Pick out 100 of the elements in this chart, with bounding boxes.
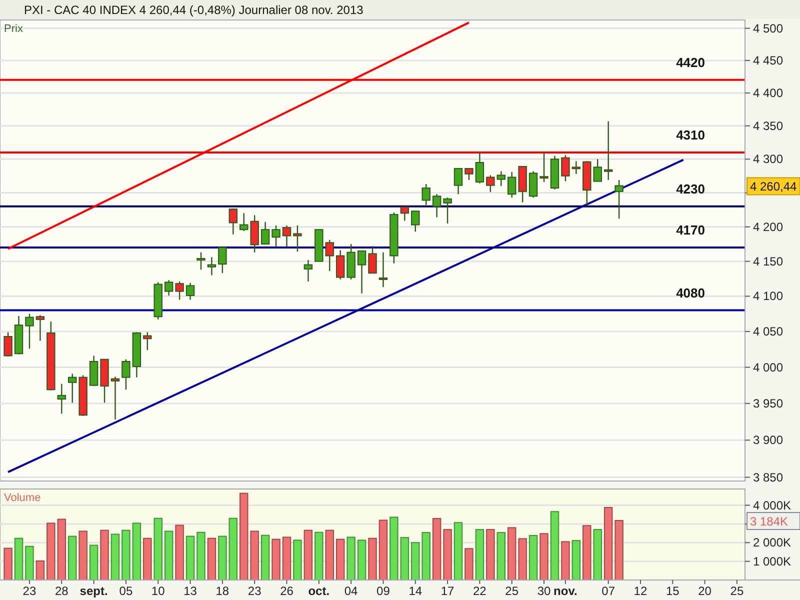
text: 4 260,44 bbox=[750, 180, 798, 194]
y-tick-label: 4 300 bbox=[753, 152, 784, 166]
bar bbox=[518, 538, 527, 580]
x-tick-label: 05 bbox=[119, 584, 133, 598]
bar bbox=[240, 492, 248, 580]
bar bbox=[614, 520, 624, 580]
candlestick bbox=[143, 332, 152, 351]
bar bbox=[346, 536, 356, 580]
x-tick-label: 10 bbox=[151, 584, 166, 598]
x-tick-label: 22 bbox=[473, 584, 487, 598]
bar bbox=[4, 548, 12, 580]
x-tick-label: nov. bbox=[554, 584, 578, 598]
x-tick-label: 09 bbox=[376, 584, 390, 598]
candlestick bbox=[614, 179, 624, 220]
candlestick bbox=[250, 214, 259, 253]
bar bbox=[593, 529, 602, 580]
candlestick bbox=[218, 246, 227, 274]
x-tick-label: 23 bbox=[248, 584, 262, 598]
bar bbox=[368, 538, 377, 580]
bar bbox=[304, 530, 313, 580]
candlestick bbox=[57, 383, 66, 414]
bar bbox=[336, 538, 345, 580]
bar bbox=[378, 520, 388, 580]
y-tick-label: 4 200 bbox=[753, 220, 784, 234]
candlestick bbox=[368, 246, 377, 274]
candlestick bbox=[260, 221, 270, 245]
y-tick-label: 4 500 bbox=[753, 21, 784, 36]
candlestick bbox=[486, 174, 495, 193]
candlestick bbox=[540, 151, 548, 183]
bar bbox=[154, 518, 162, 580]
bar bbox=[100, 530, 109, 580]
candlestick bbox=[122, 358, 130, 390]
chart-title: PXI - CAC 40 INDEX 4 260,44 (-0,48%) Journalier 08 nov. 2013 bbox=[24, 3, 364, 17]
bar bbox=[432, 518, 442, 580]
x-tick-label: 04 bbox=[344, 584, 358, 598]
x-tick-label: 23 bbox=[22, 584, 36, 598]
bar bbox=[260, 534, 270, 580]
bar bbox=[486, 529, 495, 580]
x-tick-label: sept. bbox=[80, 584, 108, 598]
bar bbox=[475, 529, 484, 580]
ref-line-label: 4080 bbox=[676, 285, 705, 300]
x-tick-label: 12 bbox=[634, 584, 648, 598]
bar bbox=[272, 538, 280, 580]
bar bbox=[540, 533, 548, 580]
bar bbox=[68, 536, 77, 580]
bar bbox=[132, 522, 142, 580]
candlestick bbox=[604, 120, 613, 181]
bar bbox=[186, 536, 195, 580]
candlestick bbox=[422, 183, 430, 206]
candlestick bbox=[25, 313, 34, 350]
x-tick-label: 07 bbox=[602, 584, 616, 598]
candlestick bbox=[164, 280, 174, 296]
bar bbox=[496, 532, 506, 580]
bar bbox=[110, 534, 120, 580]
ref-line-label: 4170 bbox=[676, 222, 705, 238]
y-tick-label: 1 000K bbox=[753, 554, 792, 568]
candlestick bbox=[293, 224, 302, 252]
candlestick bbox=[68, 373, 77, 404]
candlestick bbox=[4, 332, 12, 358]
candlestick bbox=[443, 196, 452, 224]
candlestick bbox=[432, 194, 442, 218]
bar bbox=[46, 522, 56, 580]
bar bbox=[604, 507, 613, 580]
x-tick-label: 13 bbox=[184, 584, 198, 598]
y-tick-label: 4 450 bbox=[753, 53, 784, 68]
bar bbox=[36, 560, 45, 580]
candlestick bbox=[282, 224, 292, 248]
bar bbox=[314, 532, 324, 580]
candlestick bbox=[228, 208, 238, 235]
ref-line-label: 4230 bbox=[676, 181, 705, 196]
candlestick bbox=[89, 355, 98, 387]
bar bbox=[400, 537, 410, 580]
bar bbox=[175, 524, 184, 580]
x-tick-label: 25 bbox=[730, 584, 744, 598]
candlestick bbox=[357, 250, 366, 294]
candlestick bbox=[175, 280, 184, 300]
candlestick bbox=[272, 224, 280, 248]
x-tick-label: 26 bbox=[280, 584, 294, 598]
candlestick bbox=[196, 252, 206, 270]
candlestick bbox=[475, 152, 484, 184]
bar bbox=[422, 532, 430, 580]
candlestick bbox=[325, 239, 334, 272]
x-tick-label: oct. bbox=[308, 584, 330, 598]
bar bbox=[528, 535, 538, 580]
candlestick bbox=[304, 259, 313, 282]
x-tick-label: 15 bbox=[666, 584, 680, 598]
x-tick-label: 20 bbox=[698, 584, 712, 598]
candlestick bbox=[528, 170, 538, 198]
candlestick bbox=[110, 376, 120, 420]
y-tick-label: 4 000K bbox=[753, 498, 792, 512]
x-tick-label: 18 bbox=[216, 584, 230, 598]
bar bbox=[464, 548, 474, 580]
y-tick-label: 4 050 bbox=[753, 324, 784, 339]
candlestick bbox=[507, 171, 516, 198]
bar bbox=[357, 540, 366, 580]
y-tick-label: 4 400 bbox=[753, 86, 784, 100]
candlestick bbox=[572, 160, 581, 174]
candlestick bbox=[186, 282, 195, 300]
candlestick bbox=[593, 158, 602, 182]
bar bbox=[57, 518, 66, 580]
